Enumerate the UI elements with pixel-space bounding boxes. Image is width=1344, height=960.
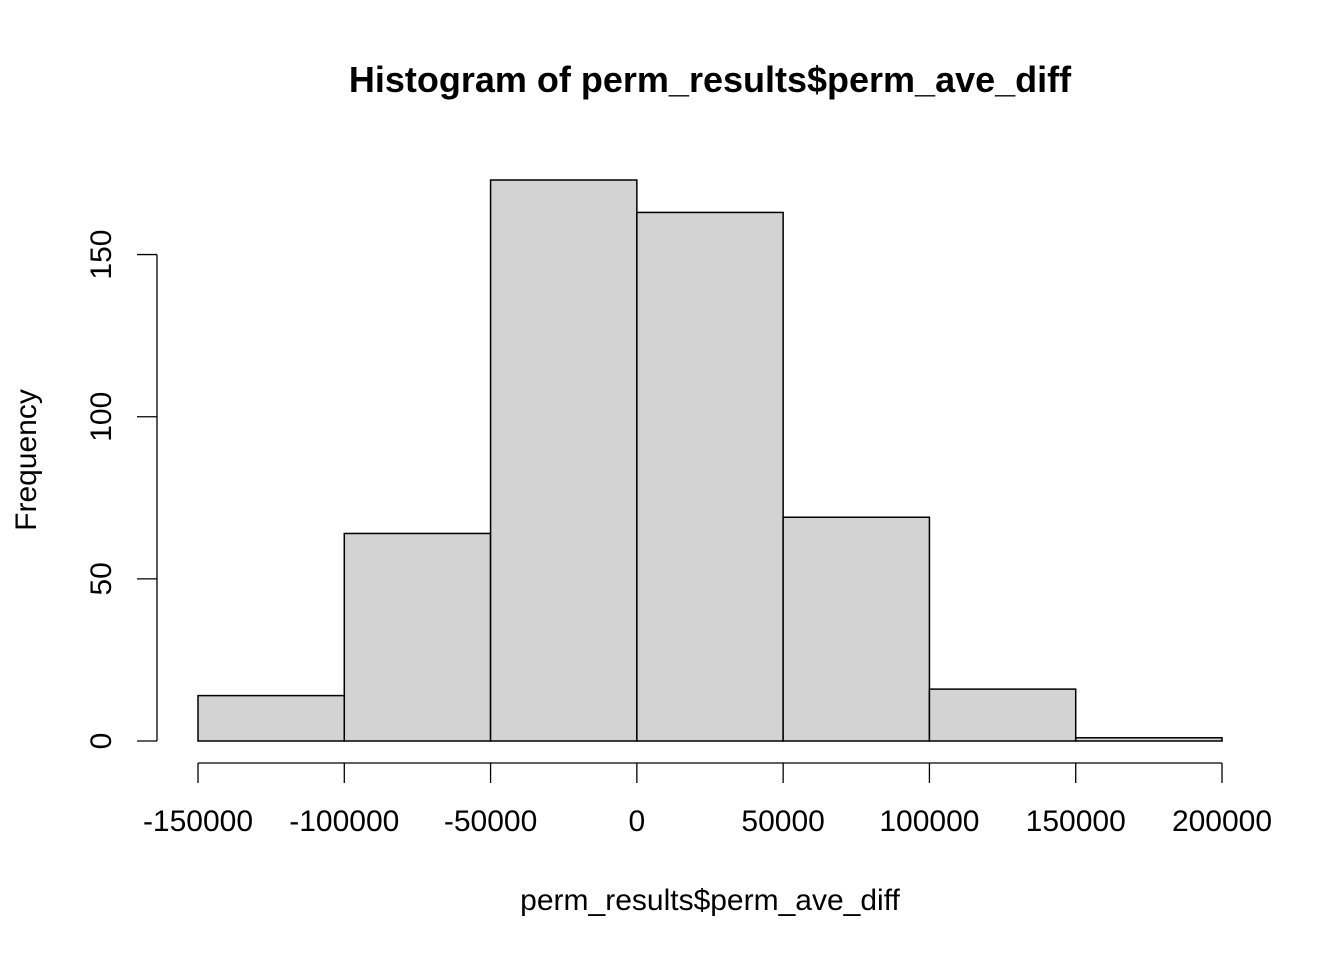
x-tick-label: -50000 xyxy=(444,805,537,838)
histogram-bar-2 xyxy=(343,532,492,742)
bars-group xyxy=(197,179,1223,742)
histogram-bar-3 xyxy=(489,179,638,742)
y-axis-label: Frequency xyxy=(10,389,43,531)
histogram-bar-1 xyxy=(197,694,346,742)
x-tick-label: 100000 xyxy=(879,805,979,838)
histogram-bar-4 xyxy=(636,211,784,742)
chart-title: Histogram of perm_results$perm_ave_diff xyxy=(349,59,1072,100)
x-tick-label: 0 xyxy=(629,805,646,838)
x-axis-label: perm_results$perm_ave_diff xyxy=(520,884,900,917)
x-tick-label: 50000 xyxy=(741,805,824,838)
histogram-bar-6 xyxy=(928,688,1077,742)
y-tick-label: 100 xyxy=(85,392,118,442)
y-axis: 0 50 100 150 xyxy=(85,230,158,750)
histogram-bar-5 xyxy=(782,516,931,742)
x-tick-label: 200000 xyxy=(1172,805,1272,838)
x-tick-label: 150000 xyxy=(1026,805,1126,838)
x-tick-label: -150000 xyxy=(143,805,253,838)
x-tick-label: -100000 xyxy=(289,805,399,838)
x-axis: -150000 -100000 -50000 0 50000 100000 150000 20… xyxy=(143,762,1272,838)
histogram-bar-7 xyxy=(1074,737,1223,742)
y-tick-label: 50 xyxy=(85,562,118,595)
y-tick-label: 0 xyxy=(85,733,118,750)
y-tick-label: 150 xyxy=(85,230,118,280)
